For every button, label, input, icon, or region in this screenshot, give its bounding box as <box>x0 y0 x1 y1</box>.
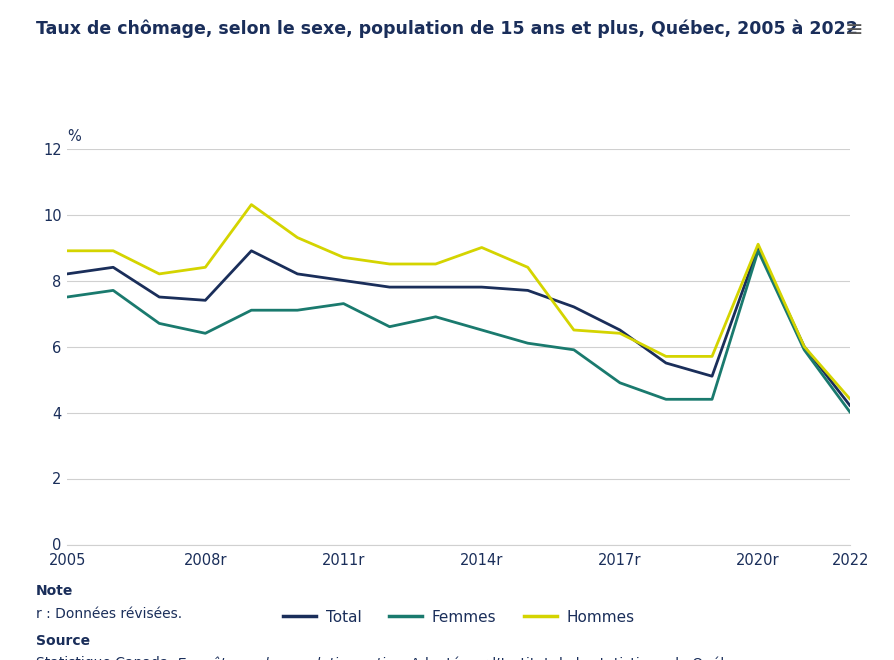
Text: Taux de chômage, selon le sexe, population de 15 ans et plus, Québec, 2005 à 202: Taux de chômage, selon le sexe, populati… <box>36 20 856 38</box>
Text: %: % <box>67 129 80 144</box>
Text: Source: Source <box>36 634 89 647</box>
Legend: Total, Femmes, Hommes: Total, Femmes, Hommes <box>276 604 640 631</box>
Text: . Adapté par l’Institut de la statistique du Québec.: . Adapté par l’Institut de la statistiqu… <box>401 656 749 660</box>
Text: Statistique Canada,: Statistique Canada, <box>36 656 177 660</box>
Text: Note: Note <box>36 584 73 598</box>
Text: Enquête sur la population active: Enquête sur la population active <box>177 656 401 660</box>
Text: r : Données révisées.: r : Données révisées. <box>36 607 181 620</box>
Text: ≡: ≡ <box>844 20 863 40</box>
